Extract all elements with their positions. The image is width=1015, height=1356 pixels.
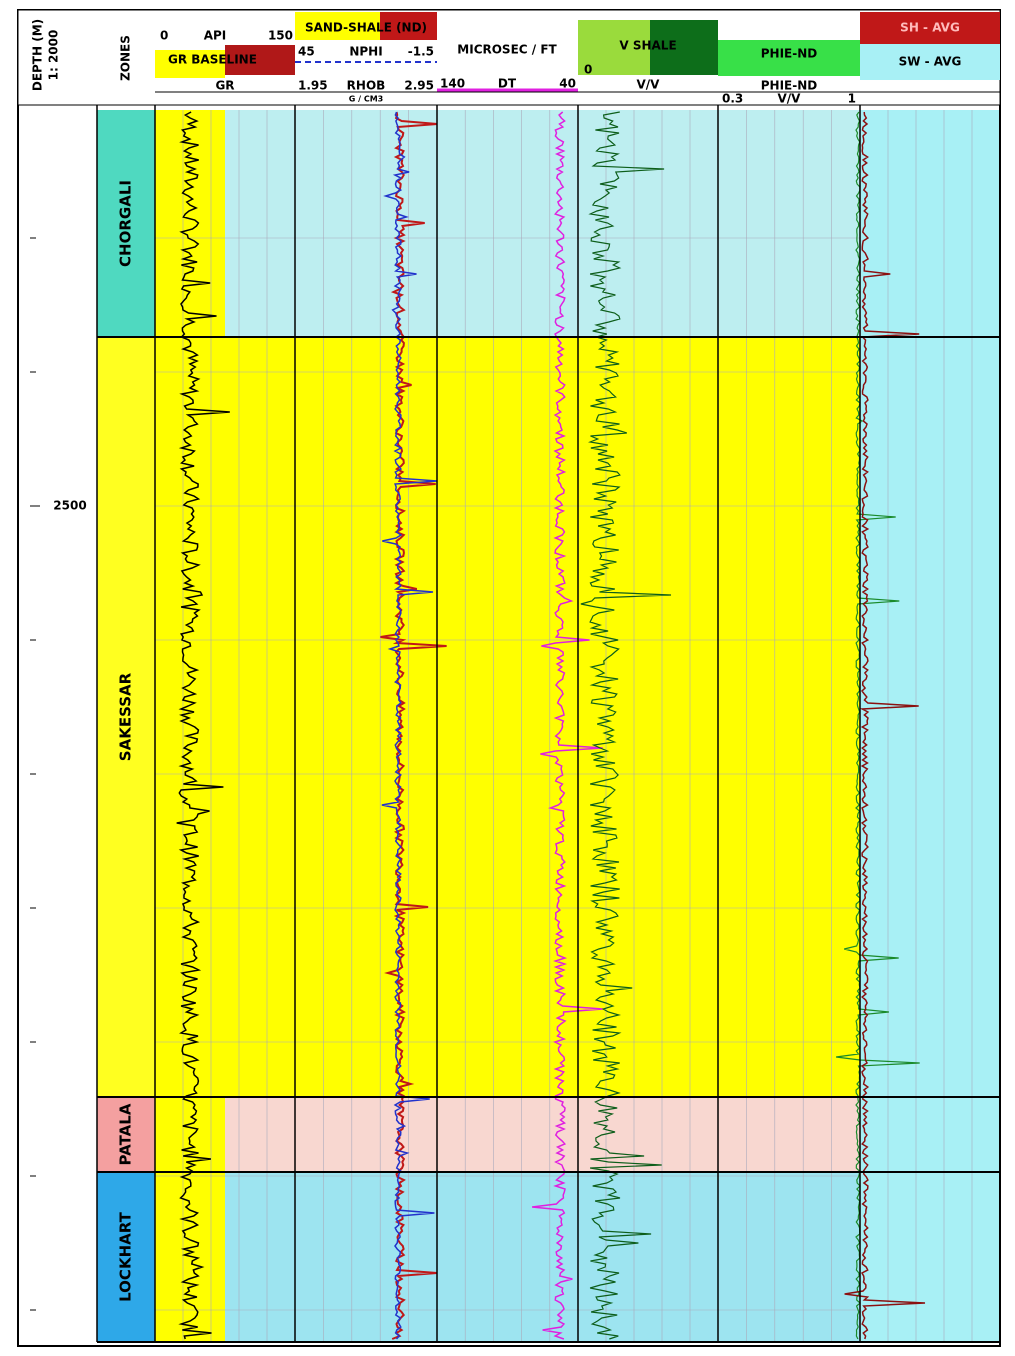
zone-cell	[97, 110, 155, 337]
gr-left	[155, 1097, 225, 1172]
zones-title: ZONES	[119, 35, 133, 81]
vsh-min: 0	[584, 63, 592, 77]
log-curve	[836, 111, 920, 1340]
gr-name: GR	[215, 79, 234, 93]
phie-unit: V/V	[778, 92, 802, 106]
zone-name: LOCKHART	[117, 1211, 135, 1301]
dt-min: 140	[440, 77, 465, 91]
phie-min: 0.3	[722, 92, 743, 106]
phie-max: 1	[848, 92, 856, 106]
sw-swatch	[860, 44, 1000, 80]
zone-cell	[97, 1097, 155, 1172]
depth-scale: 1: 2000	[47, 30, 61, 81]
gr-fill-swatch	[225, 45, 295, 75]
frame: CHORGALI SAKESSAR PATALA LOCKHART	[17, 9, 1001, 1347]
log-curve	[381, 111, 438, 1340]
sw-track	[860, 110, 1000, 1342]
rhob-unit: G / CM3	[349, 95, 383, 104]
sh-swatch	[860, 12, 1000, 44]
gr-min: 0	[160, 29, 168, 43]
rhob-min: 1.95	[298, 79, 328, 93]
dt-max: 40	[559, 77, 576, 91]
rhob-max: 2.95	[404, 79, 434, 93]
log-curve	[532, 111, 603, 1340]
gr-unit: API	[204, 29, 227, 43]
vsh-swatch-dark	[650, 20, 718, 75]
track-band	[155, 110, 860, 337]
depth-label: 2500	[53, 499, 86, 513]
log-curve	[176, 111, 230, 1340]
phie-swatch	[718, 40, 860, 76]
nphi-max: -1.5	[408, 45, 434, 59]
log-curve	[844, 111, 926, 1340]
gr-baseline: GR BASELINE	[168, 53, 257, 67]
nphi-min: 45	[298, 45, 315, 59]
phie-name2: PHIE-ND	[761, 79, 818, 93]
zone-name: SAKESSAR	[117, 672, 135, 761]
vsh-name: V SHALE	[619, 39, 676, 53]
phie-name: PHIE-ND	[761, 47, 818, 61]
curves	[176, 111, 926, 1340]
sw-label: SW - AVG	[899, 55, 962, 69]
dt-name: DT	[498, 77, 517, 91]
zone-cell	[97, 1172, 155, 1342]
gr-max: 150	[268, 29, 293, 43]
nd-swatch-red	[380, 12, 437, 40]
dt-unit: MICROSEC / FT	[457, 43, 557, 57]
gr-baseline-swatch	[155, 50, 225, 78]
depth-title: DEPTH (M)	[31, 19, 45, 91]
track-band	[155, 1097, 860, 1172]
tracks	[97, 110, 1000, 1342]
log-curve	[580, 111, 672, 1340]
rhob-name: RHOB	[347, 79, 386, 93]
zone-cell	[97, 337, 155, 1097]
zone-name: PATALA	[117, 1103, 135, 1165]
nphi-name: NPHI	[349, 45, 382, 59]
track-band	[155, 337, 860, 1097]
nd-title: SAND-SHALE (ND)	[305, 21, 427, 35]
zone-name: CHORGALI	[117, 180, 135, 267]
sh-label: SH - AVG	[900, 21, 960, 35]
header: DEPTH (M) 1: 2000 ZONES 0 API 150 GR BAS…	[17, 9, 1001, 106]
track-band	[155, 1172, 860, 1342]
gr-left	[155, 337, 225, 1097]
vsh-unit: V/V	[637, 78, 661, 92]
